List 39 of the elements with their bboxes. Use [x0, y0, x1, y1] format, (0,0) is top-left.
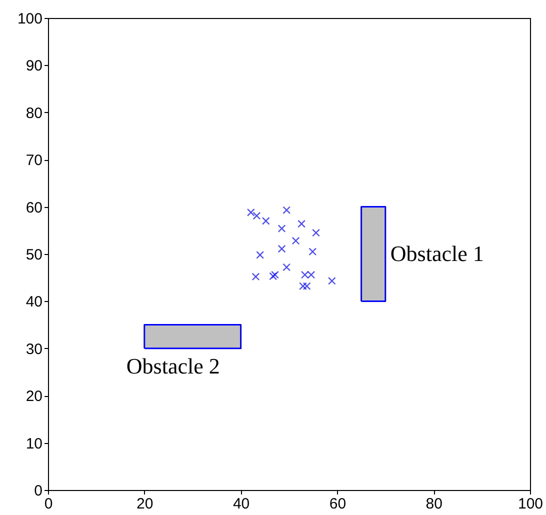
y-tick-label: 90 — [26, 58, 42, 75]
point — [256, 250, 264, 259]
y-tick-label: 30 — [26, 340, 42, 358]
point — [278, 244, 286, 253]
point — [299, 282, 307, 290]
point — [282, 206, 291, 214]
point — [246, 208, 255, 216]
point — [271, 270, 279, 279]
point — [312, 228, 320, 237]
y-tick-label: 80 — [26, 104, 42, 122]
point — [302, 282, 311, 290]
x-tick-label: 20 — [136, 496, 154, 512]
point — [298, 220, 306, 228]
y-tick-label: 10 — [26, 435, 42, 452]
point — [282, 263, 291, 272]
x-tick-label: 40 — [232, 496, 250, 512]
point — [269, 272, 278, 280]
point — [278, 224, 286, 232]
y-tick-label: 20 — [26, 388, 42, 406]
point — [328, 276, 336, 285]
annotation: Obstacle 2 — [126, 353, 220, 378]
point — [262, 217, 270, 225]
y-tick-label: 70 — [26, 152, 42, 170]
y-tick-label: 50 — [26, 246, 42, 264]
x-tick-label: 80 — [426, 496, 442, 512]
point — [292, 236, 300, 245]
y-tick-label: 100 — [17, 10, 42, 28]
y-tick-label: 60 — [26, 199, 42, 216]
point — [252, 272, 260, 281]
x-tick-label: 60 — [329, 496, 346, 512]
annotation: Obstacle 1 — [390, 241, 484, 266]
y-tick-label: 0 — [34, 482, 42, 500]
x-tick-label: 0 — [44, 496, 53, 512]
point — [252, 212, 261, 220]
x-tick-label: 100 — [518, 496, 544, 512]
point — [307, 270, 316, 279]
point — [308, 248, 317, 256]
point — [300, 270, 309, 279]
y-tick-label: 40 — [26, 294, 42, 311]
